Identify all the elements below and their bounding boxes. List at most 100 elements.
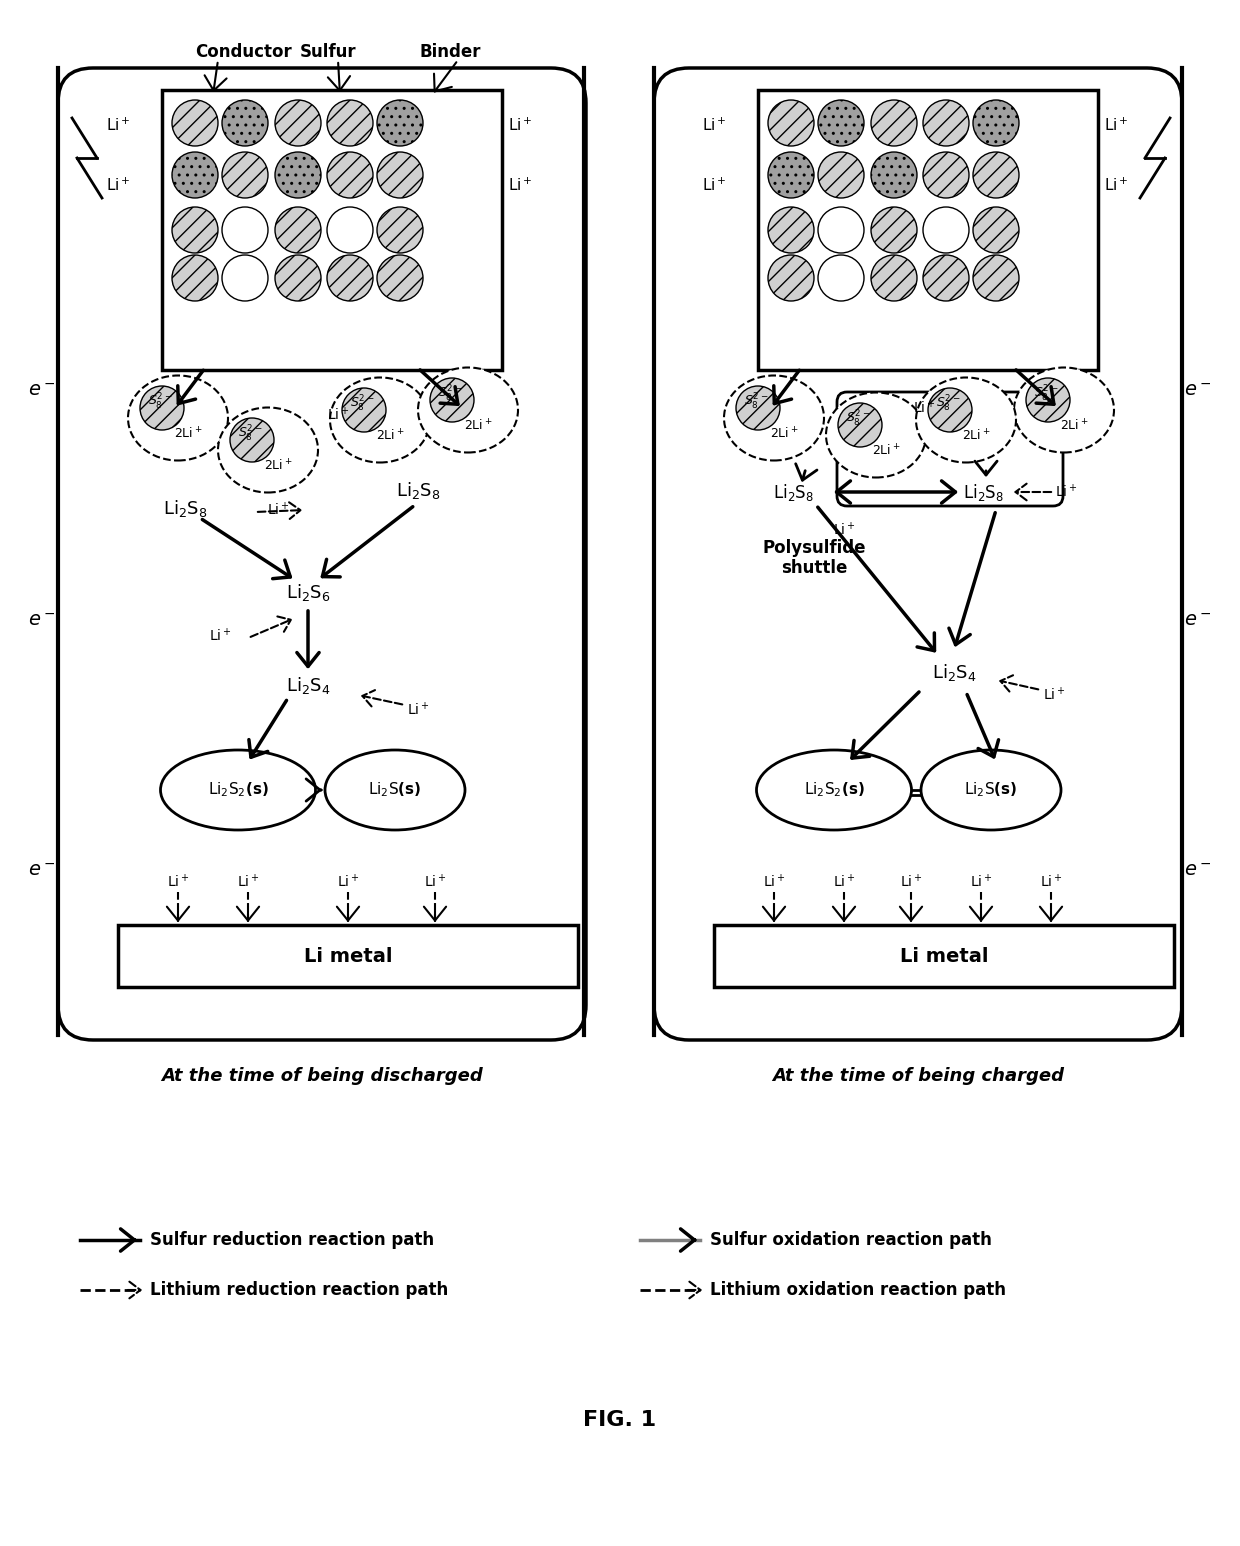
- Ellipse shape: [826, 393, 926, 478]
- Circle shape: [172, 152, 218, 198]
- Text: $e^-$: $e^-$: [29, 611, 56, 629]
- Text: Li metal: Li metal: [304, 946, 392, 966]
- Circle shape: [222, 100, 268, 145]
- Text: $\mathrm{Li}_2\mathrm{S}$(s): $\mathrm{Li}_2\mathrm{S}$(s): [965, 781, 1018, 799]
- Text: $\mathrm{Li}^+$: $\mathrm{Li}^+$: [913, 399, 935, 417]
- Text: $\mathrm{Li}^+$: $\mathrm{Li}^+$: [1104, 116, 1128, 133]
- Circle shape: [923, 255, 968, 301]
- Text: $2\mathrm{Li}^+$: $2\mathrm{Li}^+$: [770, 427, 799, 442]
- Text: $\mathrm{Li}^+$: $\mathrm{Li}^+$: [702, 116, 727, 133]
- Circle shape: [222, 152, 268, 198]
- Circle shape: [923, 152, 968, 198]
- Ellipse shape: [160, 750, 315, 830]
- Circle shape: [229, 417, 274, 462]
- Bar: [118, 925, 578, 986]
- Text: $\mathrm{Li}^+$: $\mathrm{Li}^+$: [407, 702, 429, 719]
- Circle shape: [222, 255, 268, 301]
- Circle shape: [275, 255, 321, 301]
- Text: $e^-$: $e^-$: [29, 861, 56, 880]
- Circle shape: [973, 100, 1019, 145]
- Text: $\mathrm{Li}^+$: $\mathrm{Li}^+$: [970, 873, 992, 890]
- Text: $\mathrm{Li}^+$: $\mathrm{Li}^+$: [337, 873, 360, 890]
- Circle shape: [737, 386, 780, 430]
- Text: FIG. 1: FIG. 1: [584, 1410, 656, 1430]
- Circle shape: [973, 255, 1019, 301]
- Circle shape: [342, 388, 386, 431]
- Circle shape: [377, 100, 423, 145]
- Circle shape: [377, 255, 423, 301]
- Text: $\mathrm{Li}^+$: $\mathrm{Li}^+$: [1039, 873, 1063, 890]
- Text: At the time of being discharged: At the time of being discharged: [161, 1067, 482, 1085]
- Text: $2\mathrm{Li}^+$: $2\mathrm{Li}^+$: [174, 427, 202, 442]
- Text: $e^-$: $e^-$: [1184, 861, 1211, 880]
- Text: $e^-$: $e^-$: [29, 380, 56, 399]
- Circle shape: [768, 100, 813, 145]
- Circle shape: [275, 207, 321, 254]
- Circle shape: [275, 152, 321, 198]
- Text: $e^-$: $e^-$: [1184, 611, 1211, 629]
- Circle shape: [928, 388, 972, 431]
- Circle shape: [172, 100, 218, 145]
- Text: Lithium oxidation reaction path: Lithium oxidation reaction path: [711, 1282, 1006, 1299]
- Text: $\mathrm{Li}^+$: $\mathrm{Li}^+$: [702, 176, 727, 193]
- Text: $S_8^{2-}$: $S_8^{2-}$: [846, 410, 870, 430]
- Text: At the time of being charged: At the time of being charged: [773, 1067, 1064, 1085]
- Circle shape: [327, 152, 373, 198]
- Text: Binder: Binder: [419, 43, 481, 60]
- Bar: [162, 90, 502, 369]
- Text: $\mathrm{Li}^+$: $\mathrm{Li}^+$: [1104, 176, 1128, 193]
- Bar: [714, 925, 1174, 986]
- Text: shuttle: shuttle: [781, 560, 847, 577]
- Circle shape: [818, 255, 864, 301]
- Text: $\mathrm{Li}_2\mathrm{S}_4$: $\mathrm{Li}_2\mathrm{S}_4$: [931, 662, 976, 682]
- Circle shape: [275, 100, 321, 145]
- Text: $\mathrm{Li}_2\mathrm{S}_2$(s): $\mathrm{Li}_2\mathrm{S}_2$(s): [804, 781, 864, 799]
- Text: $S_8^{2-}$: $S_8^{2-}$: [148, 393, 172, 413]
- Ellipse shape: [418, 368, 518, 453]
- Text: $\mathrm{Li}_2\mathrm{S}_8$: $\mathrm{Li}_2\mathrm{S}_8$: [774, 481, 815, 502]
- Circle shape: [973, 207, 1019, 254]
- Circle shape: [172, 207, 218, 254]
- Ellipse shape: [325, 750, 465, 830]
- Ellipse shape: [921, 750, 1061, 830]
- Circle shape: [327, 255, 373, 301]
- Text: $S_8^{2-}$: $S_8^{2-}$: [238, 424, 262, 444]
- Text: $\mathrm{Li}^+$: $\mathrm{Li}^+$: [1043, 686, 1065, 703]
- Text: $2\mathrm{Li}^+$: $2\mathrm{Li}^+$: [264, 458, 293, 473]
- Text: Sulfur oxidation reaction path: Sulfur oxidation reaction path: [711, 1231, 992, 1249]
- Text: $2\mathrm{Li}^+$: $2\mathrm{Li}^+$: [872, 444, 900, 459]
- Bar: [758, 90, 1097, 369]
- Circle shape: [818, 152, 864, 198]
- Text: $\mathrm{Li}^+$: $\mathrm{Li}^+$: [507, 176, 532, 193]
- Ellipse shape: [1014, 368, 1114, 453]
- Circle shape: [140, 386, 184, 430]
- Circle shape: [327, 207, 373, 254]
- Ellipse shape: [330, 377, 430, 462]
- Ellipse shape: [218, 408, 317, 493]
- Text: $\mathrm{Li}^+$: $\mathrm{Li}^+$: [763, 873, 785, 890]
- FancyBboxPatch shape: [837, 393, 1063, 506]
- Text: $2\mathrm{Li}^+$: $2\mathrm{Li}^+$: [962, 428, 991, 444]
- Text: $S_8^{2-}$: $S_8^{2-}$: [936, 394, 960, 414]
- Text: $S_8^{2-}$: $S_8^{2-}$: [1034, 383, 1058, 404]
- Circle shape: [870, 255, 918, 301]
- Circle shape: [923, 100, 968, 145]
- FancyBboxPatch shape: [653, 68, 1182, 1040]
- Text: $\mathrm{Li}^+$: $\mathrm{Li}^+$: [208, 628, 232, 645]
- Circle shape: [923, 207, 968, 254]
- Text: $\mathrm{Li}^+$: $\mathrm{Li}^+$: [833, 521, 856, 538]
- Circle shape: [1025, 379, 1070, 422]
- Text: $\mathrm{Li}^+$: $\mathrm{Li}^+$: [1055, 484, 1078, 501]
- Circle shape: [430, 379, 474, 422]
- Circle shape: [870, 207, 918, 254]
- Text: $S_8^{2-}$: $S_8^{2-}$: [438, 383, 463, 404]
- Text: $\mathrm{Li}^+$: $\mathrm{Li}^+$: [900, 873, 923, 890]
- Text: $\mathrm{Li}^+$: $\mathrm{Li}^+$: [237, 873, 259, 890]
- Circle shape: [377, 207, 423, 254]
- Text: $\mathrm{Li}^+$: $\mathrm{Li}^+$: [105, 116, 130, 133]
- Text: $S_8^{2-}$: $S_8^{2-}$: [350, 394, 374, 414]
- Text: $2\mathrm{Li}^+$: $2\mathrm{Li}^+$: [464, 419, 492, 433]
- Text: $2\mathrm{Li}^+$: $2\mathrm{Li}^+$: [1060, 419, 1089, 433]
- Circle shape: [768, 152, 813, 198]
- Text: $\mathrm{Li}^+$: $\mathrm{Li}^+$: [105, 176, 130, 193]
